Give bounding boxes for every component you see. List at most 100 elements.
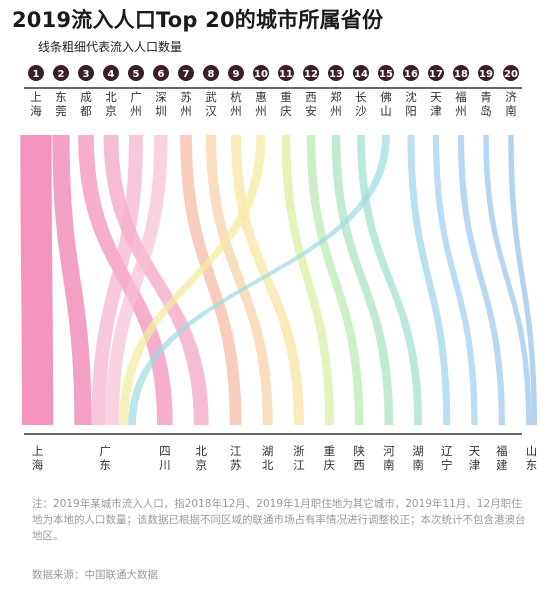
rank-badge [503,65,519,81]
flow-band-武汉 [205,135,273,425]
province-label: 重 [324,444,336,458]
footnote: 注：2019年某城市流入人口，指2018年12月、2019年1月职住地为其它城市… [32,498,526,542]
flows-layer [20,135,537,425]
flow-band-西安 [306,135,364,425]
city-label: 西 [305,90,317,104]
rank-label: 3 [83,69,90,80]
city-label: 深 [155,90,167,104]
flow-band-郑州 [331,135,394,425]
flow-band-佛山 [128,135,390,425]
city-axis: 1 上海 2 东莞 3 成都 4 北京 5 广州 6 深圳 7 苏州 8 武汉 9 杭州 10 惠州 11 重庆 12 西安 1… [24,65,522,118]
rank-label: 13 [329,69,343,80]
city-label: 武 [205,90,217,104]
city-label: 长 [355,90,367,104]
flow-band-上海 [20,135,54,425]
city-label: 都 [80,104,92,118]
rank-label: 11 [279,69,293,80]
city-label: 沈 [405,90,417,104]
chart-title: 2019流入人口Top 20的城市所属省份 [12,8,384,32]
province-label: 东 [526,458,538,472]
city-label: 山 [380,104,392,118]
city-label: 济 [505,90,517,104]
flow-band-成都 [78,135,173,425]
city-label: 杭 [230,90,242,104]
city-label: 庆 [280,104,292,118]
city-label: 惠 [255,90,267,104]
province-label: 建 [496,458,508,472]
rank-label: 2 [58,69,65,80]
province-label: 湖 [412,444,424,458]
rank-label: 8 [208,69,215,80]
flow-band-苏州 [180,135,242,425]
rank-label: 7 [183,69,190,80]
rank-badge [53,65,69,81]
province-label: 川 [159,458,171,472]
province-label: 庆 [324,458,336,472]
province-label: 苏 [230,458,242,472]
city-label: 苏 [180,90,192,104]
province-label: 南 [412,458,424,472]
city-label: 州 [230,104,242,118]
city-label: 南 [505,104,517,118]
city-label: 广 [130,90,142,104]
city-label: 州 [330,104,342,118]
city-label: 成 [80,90,92,104]
rank-label: 19 [479,69,493,80]
province-label: 福 [496,444,508,458]
city-label: 天 [430,90,442,104]
province-label: 宁 [441,458,453,472]
rank-badge [453,65,469,81]
city-label: 海 [30,104,42,118]
flow-band-天津 [432,135,478,425]
province-label: 京 [195,458,207,472]
province-label: 江 [230,444,242,458]
city-label: 州 [255,104,267,118]
rank-badge [203,65,219,81]
city-label: 福 [455,90,467,104]
city-label: 汉 [205,104,217,118]
rank-label: 16 [404,69,418,80]
city-label: 岛 [480,104,492,118]
city-label: 安 [305,104,317,118]
rank-label: 14 [354,69,368,80]
city-label: 州 [180,104,192,118]
flow-band-东莞 [52,135,92,425]
city-label: 上 [30,90,42,104]
flow-band-重庆 [281,135,334,425]
rank-badge [128,65,144,81]
province-label: 广 [99,444,111,458]
rank-badge [153,65,169,81]
rank-badge [328,65,344,81]
city-label: 沙 [355,104,367,118]
province-label: 北 [195,444,207,458]
flow-band-惠州 [118,135,266,425]
rank-badge [228,65,244,81]
city-label: 津 [430,104,442,118]
province-label: 辽 [441,444,453,458]
city-label: 京 [105,104,117,118]
city-label: 州 [455,104,467,118]
province-label: 上 [32,444,44,458]
rank-label: 15 [379,69,393,80]
city-label: 州 [130,104,142,118]
province-label: 北 [262,458,274,472]
rank-label: 5 [133,69,140,80]
city-label: 重 [280,90,292,104]
flow-band-长沙 [357,135,423,425]
flow-band-青岛 [483,135,532,425]
rank-label: 6 [158,69,165,80]
rank-badge [103,65,119,81]
province-label: 津 [469,458,481,472]
rank-badge [428,65,444,81]
city-label: 圳 [155,104,167,118]
flow-band-广州 [91,135,144,425]
rank-badge [303,65,319,81]
province-label: 江 [293,458,305,472]
city-label: 郑 [330,90,342,104]
rank-label: 12 [304,69,318,80]
flow-band-沈阳 [407,135,451,425]
rank-label: 18 [454,69,468,80]
flow-band-杭州 [230,135,304,425]
flow-band-济南 [508,135,537,425]
